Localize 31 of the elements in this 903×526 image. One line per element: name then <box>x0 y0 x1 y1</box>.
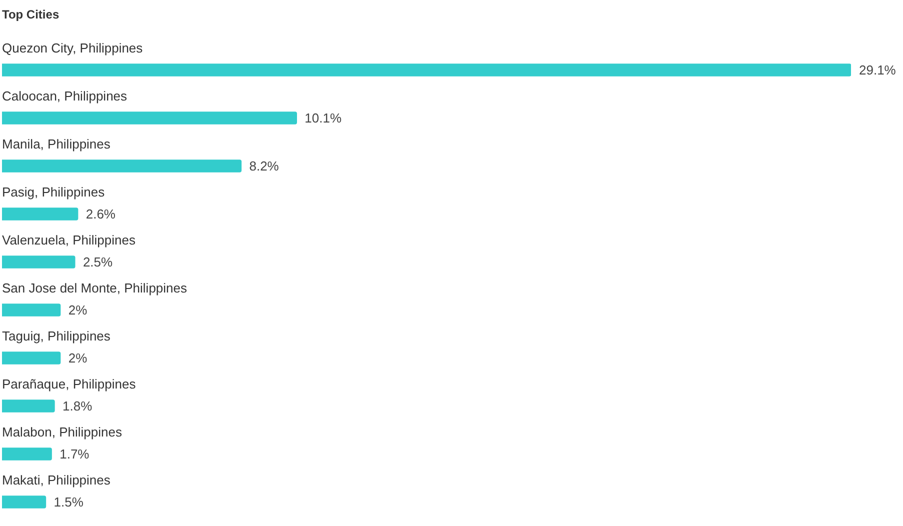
bar <box>2 64 851 76</box>
data-label: 2.5% <box>82 254 114 270</box>
bar <box>2 304 61 316</box>
data-label: 1.8% <box>62 398 93 414</box>
data-label: 10.1% <box>304 110 342 126</box>
bar <box>2 160 242 172</box>
bar <box>2 400 55 412</box>
bar <box>2 496 46 508</box>
data-label: 2% <box>68 350 88 366</box>
bar <box>2 208 78 220</box>
bar <box>2 352 61 364</box>
y-tick-label: Makati, Philippines <box>2 472 111 488</box>
bar <box>2 448 52 460</box>
y-tick-label: Parañaque, Philippines <box>2 376 136 392</box>
y-tick-label: Valenzuela, Philippines <box>2 232 136 248</box>
y-tick-label: San Jose del Monte, Philippines <box>2 280 188 296</box>
y-tick-label: Pasig, Philippines <box>2 184 106 200</box>
data-label: 2.6% <box>86 206 116 222</box>
y-tick-label: Caloocan, Philippines <box>2 88 128 104</box>
data-label: 1.7% <box>60 446 90 462</box>
chart-title: Top Cities <box>2 8 60 22</box>
bar <box>2 256 76 268</box>
data-label: 1.5% <box>54 494 84 510</box>
y-tick-label: Quezon City, Philippines <box>2 40 144 56</box>
data-label: 29.1% <box>859 62 896 78</box>
bar <box>2 112 297 124</box>
data-label: 2% <box>68 302 88 318</box>
data-label: 8.2% <box>249 158 280 174</box>
y-tick-label: Malabon, Philippines <box>2 424 122 440</box>
y-tick-label: Manila, Philippines <box>2 136 111 152</box>
y-tick-label: Taguig, Philippines <box>2 328 111 344</box>
